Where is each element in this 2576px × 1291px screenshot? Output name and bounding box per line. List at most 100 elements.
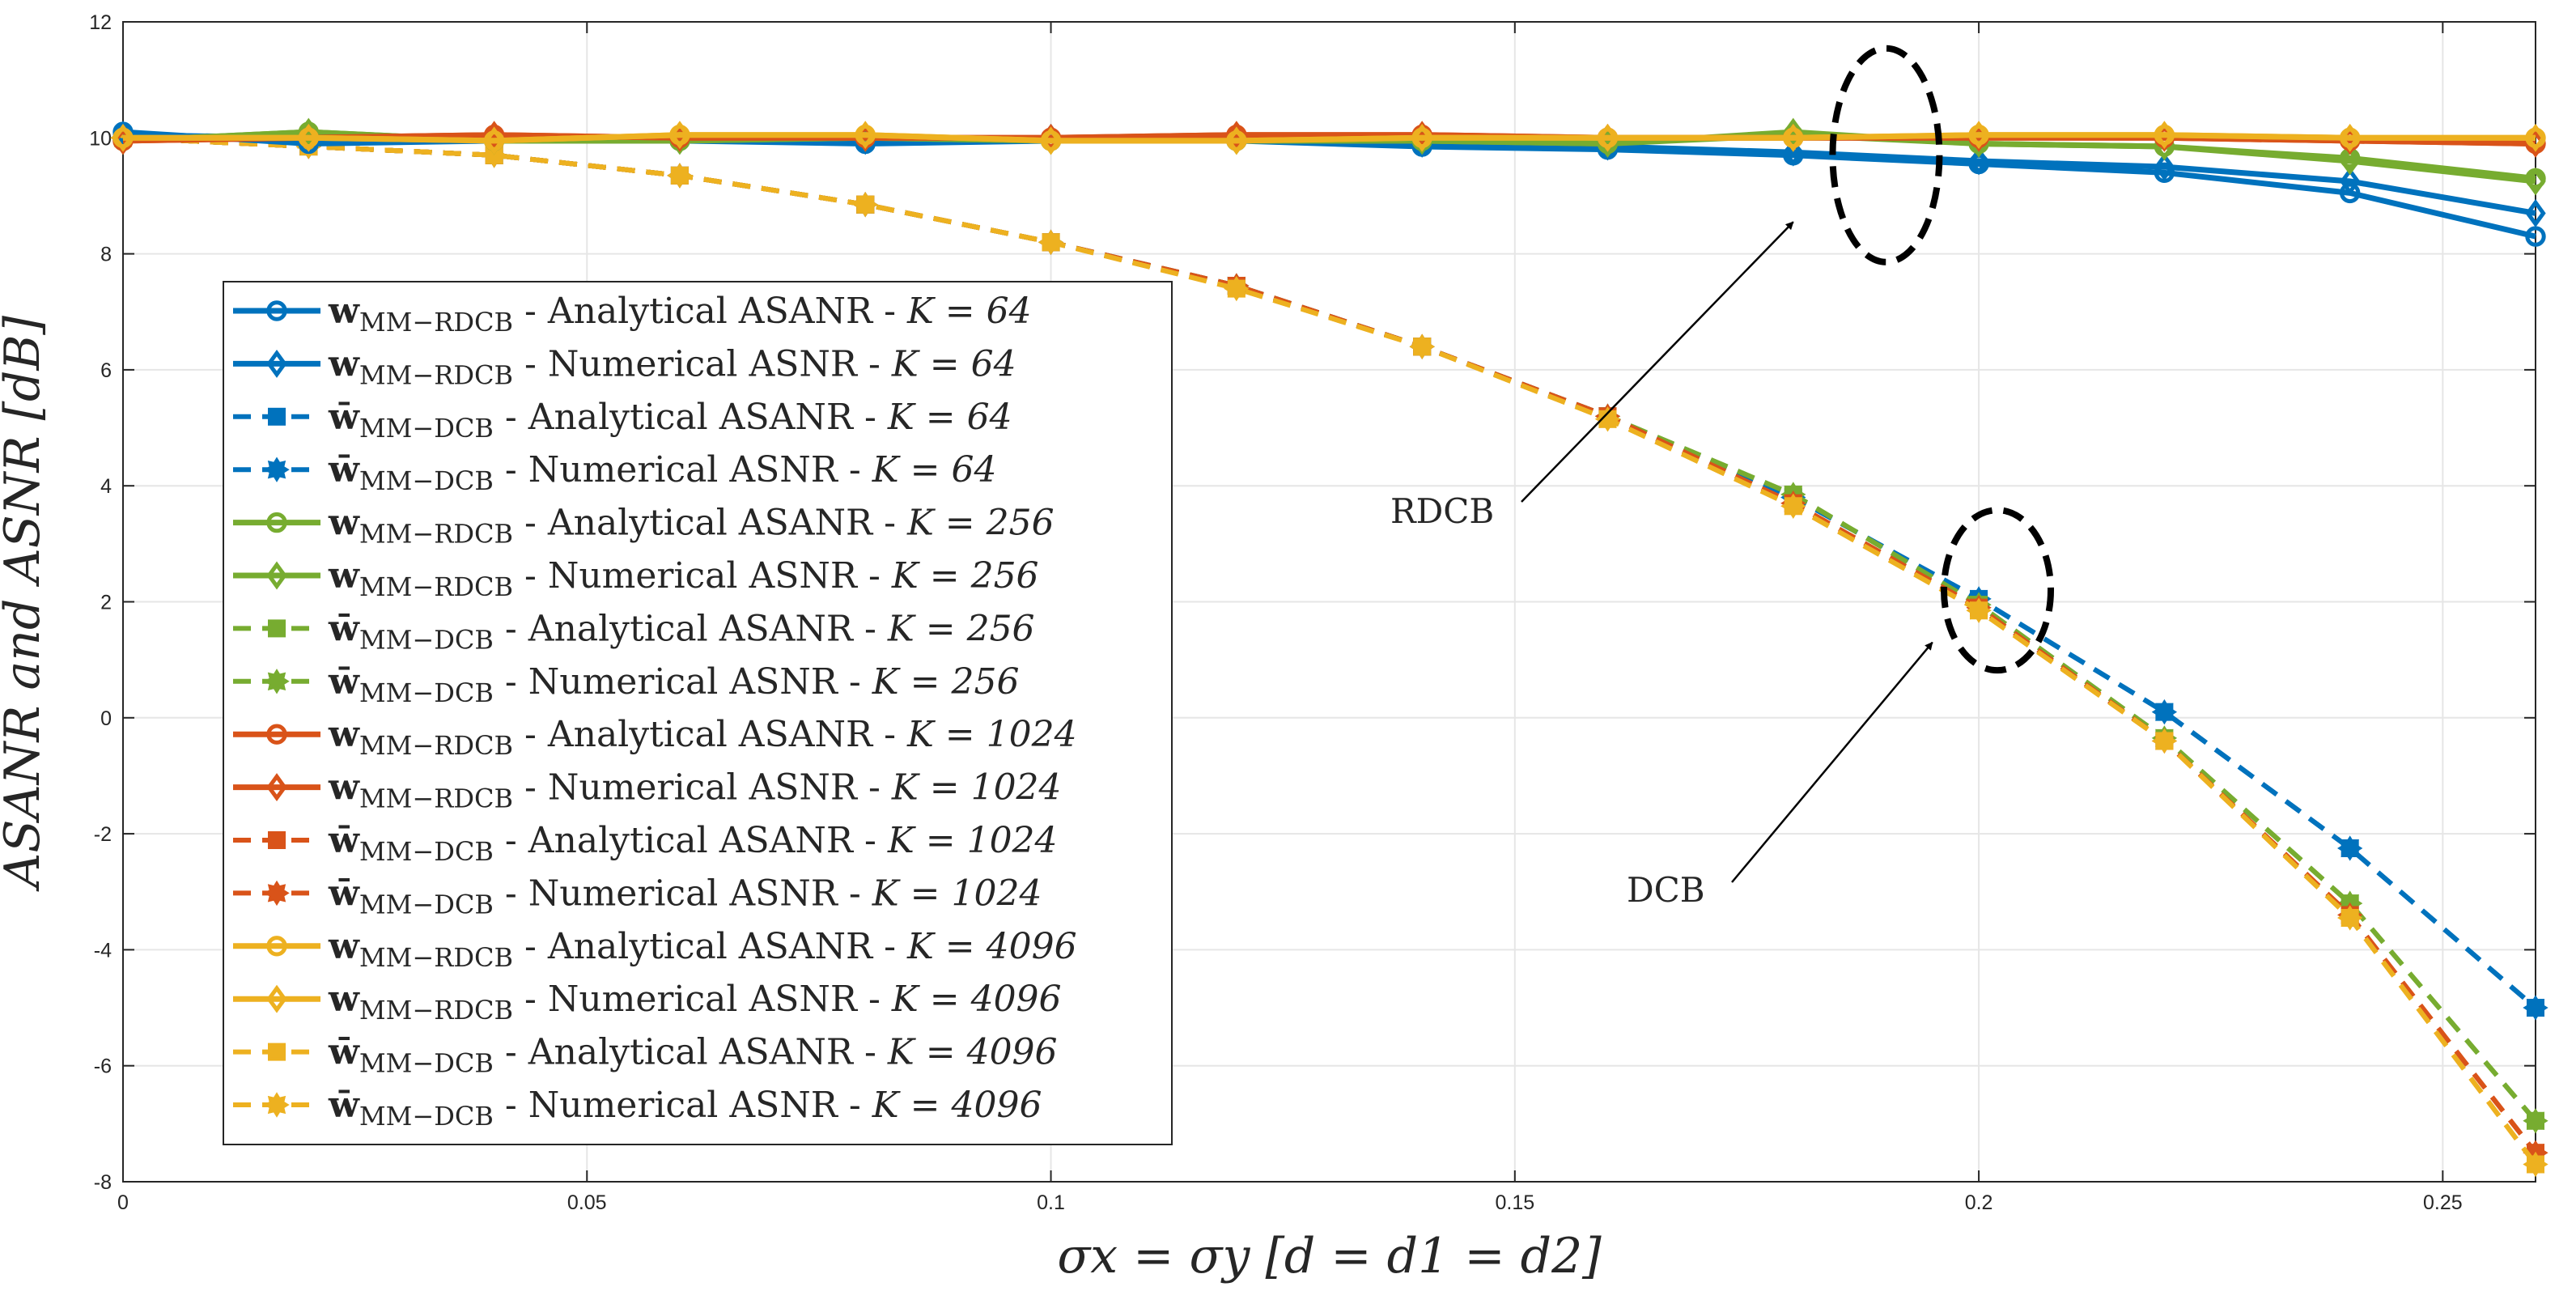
- legend-subscript: MM−DCB: [359, 677, 494, 708]
- series-line: [123, 132, 2536, 144]
- data-point-marker: [852, 192, 878, 218]
- data-point-marker: [2525, 226, 2546, 247]
- data-point-marker: [2525, 198, 2546, 227]
- data-point-marker: [481, 142, 507, 168]
- annotation-label: DCB: [1627, 870, 1705, 910]
- legend-description: - Numerical ASNR -: [513, 555, 892, 597]
- series-line: [122, 135, 2538, 1166]
- x-axis-title: σx = σy [d = d1 = d2]: [1057, 1228, 1602, 1285]
- x-tick-label: 0.1: [1037, 1191, 1065, 1214]
- legend-entry: w̄MM−DCB - Numerical ASNR - K = 4096: [233, 1085, 1042, 1132]
- data-point-marker: [2154, 152, 2175, 181]
- x-tick-label: 0.05: [567, 1191, 607, 1214]
- legend-subscript: MM−DCB: [359, 1048, 494, 1079]
- y-tick-label: -6: [94, 1055, 112, 1078]
- y-tick-label: -2: [94, 823, 112, 846]
- data-point-marker: [2523, 995, 2548, 1021]
- legend-description: - Analytical ASANR -: [494, 820, 888, 861]
- legend-subscript: MM−RDCB: [359, 571, 513, 602]
- legend-label: wMM−RDCB - Numerical ASNR - K = 4096: [328, 979, 1062, 1026]
- x-tick-label: 0: [117, 1191, 129, 1214]
- legend-marker-sample: [266, 349, 287, 378]
- legend-k-value: K = 1024: [891, 767, 1062, 809]
- series-lines: [110, 117, 2548, 1178]
- y-tick-label: -8: [94, 1171, 112, 1194]
- legend-description: - Analytical ASANR -: [494, 608, 888, 649]
- data-point-marker: [112, 123, 134, 152]
- data-point-marker: [483, 126, 505, 155]
- legend-marker-sample: [266, 773, 287, 802]
- legend-marker-sample: [266, 512, 287, 533]
- data-point-marker: [1594, 406, 1621, 432]
- legend-entry: wMM−RDCB - Numerical ASNR - K = 64: [233, 343, 1016, 390]
- legend-beamformer-symbol: w̄: [328, 873, 360, 914]
- data-point-marker: [2525, 123, 2546, 152]
- legend-entry: wMM−RDCB - Analytical ASANR - K = 64: [233, 291, 1032, 338]
- y-tick-label: -4: [94, 939, 112, 962]
- legend-marker-sample: [268, 407, 286, 426]
- axis-ticks: 0 0.05 0.1 0.15 0.2 0.25 -8 -6 -4 -2 0 2 4 6 8 10 12: [89, 11, 2536, 1214]
- legend-subscript: MM−RDCB: [359, 995, 513, 1026]
- legend-description: - Analytical ASANR -: [494, 397, 888, 438]
- legend-entry: w̄MM−DCB - Analytical ASANR - K = 64: [233, 397, 1012, 444]
- legend-marker-sample: [266, 724, 287, 745]
- data-point-marker: [298, 123, 319, 152]
- legend-k-value: K = 256: [887, 608, 1035, 649]
- x-tick-label: 0.25: [2423, 1191, 2463, 1214]
- legend-label: w̄MM−DCB - Numerical ASNR - K = 4096: [328, 1085, 1042, 1132]
- legend-marker-sample: [266, 300, 287, 321]
- legend-entry: w̄MM−DCB - Numerical ASNR - K = 1024: [233, 873, 1042, 919]
- legend-marker-sample: [264, 669, 290, 694]
- legend-beamformer-symbol: w: [328, 979, 360, 1020]
- data-point-marker: [1780, 493, 1806, 519]
- series-line: [122, 132, 2536, 147]
- data-point-marker: [1966, 597, 1992, 623]
- legend-beamformer-symbol: w: [328, 555, 360, 597]
- legend-marker-sample: [266, 984, 287, 1013]
- legend-label: w̄MM−DCB - Analytical ASANR - K = 256: [328, 608, 1035, 655]
- legend-label: w̄MM−DCB - Analytical ASANR - K = 1024: [328, 820, 1058, 867]
- legend-entry: w̄MM−DCB - Numerical ASNR - K = 256: [233, 661, 1019, 708]
- legend: wMM−RDCB - Analytical ASANR - K = 64wMM−…: [223, 281, 1173, 1145]
- annotations: RDCB DCB: [1390, 45, 2055, 910]
- annotation-ellipse: [1829, 45, 1943, 265]
- data-point-marker: [1226, 121, 1247, 150]
- legend-marker-sample: [268, 1043, 286, 1061]
- legend-subscript: MM−RDCB: [359, 307, 513, 338]
- legend-subscript: MM−RDCB: [359, 942, 513, 973]
- legend-description: - Analytical ASANR -: [513, 291, 907, 332]
- legend-subscript: MM−RDCB: [359, 519, 513, 550]
- legend-k-value: K = 4096: [906, 926, 1077, 967]
- legend-k-value: K = 1024: [872, 873, 1042, 914]
- legend-subscript: MM−DCB: [359, 889, 494, 919]
- legend-k-value: K = 64: [891, 343, 1016, 384]
- legend-entry: wMM−RDCB - Analytical ASANR - K = 1024: [233, 714, 1077, 761]
- series-14: [112, 121, 2546, 155]
- legend-box: [223, 281, 1173, 1145]
- legend-marker-sample: [264, 880, 290, 907]
- data-point-marker: [2340, 147, 2361, 176]
- legend-entry: wMM−RDCB - Analytical ASANR - K = 256: [233, 503, 1055, 550]
- legend-description: - Analytical ASANR -: [513, 503, 907, 544]
- legend-label: wMM−RDCB - Analytical ASANR - K = 256: [328, 503, 1055, 550]
- legend-marker-sample: [268, 619, 286, 638]
- legend-k-value: K = 64: [887, 397, 1012, 438]
- legend-k-value: K = 64: [872, 449, 997, 490]
- legend-beamformer-symbol: w: [328, 343, 360, 384]
- legend-beamformer-symbol: w: [328, 926, 360, 967]
- data-point-marker: [1224, 275, 1250, 302]
- annotation-rdcb: RDCB: [1390, 45, 1943, 531]
- data-point-marker: [2339, 182, 2361, 204]
- legend-beamformer-symbol: w̄: [328, 1085, 360, 1126]
- legend-label: w̄MM−DCB - Analytical ASANR - K = 64: [328, 397, 1012, 444]
- data-point-marker: [855, 121, 876, 150]
- data-point-marker: [1226, 126, 1247, 155]
- legend-beamformer-symbol: w̄: [328, 397, 360, 438]
- legend-description: - Numerical ASNR -: [513, 979, 892, 1020]
- legend-k-value: K = 256: [872, 661, 1020, 703]
- legend-beamformer-symbol: w̄: [328, 449, 360, 490]
- legend-label: w̄MM−DCB - Numerical ASNR - K = 256: [328, 661, 1019, 708]
- legend-entry: wMM−RDCB - Analytical ASANR - K = 4096: [233, 926, 1077, 973]
- data-point-marker: [1783, 117, 1804, 147]
- legend-description: - Numerical ASNR -: [513, 343, 892, 384]
